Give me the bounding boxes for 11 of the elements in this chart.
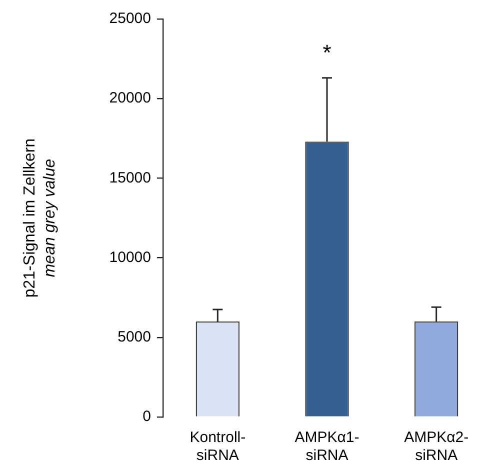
y-tick-label: 25000 xyxy=(109,10,151,28)
x-tick-label: AMPKα2-siRNA xyxy=(404,429,469,464)
x-tick-label: Kontroll-siRNA xyxy=(190,429,246,464)
y-tick-label: 0 xyxy=(142,408,151,426)
y-tick-label: 5000 xyxy=(118,328,151,346)
y-tick-label: 20000 xyxy=(109,90,151,107)
y-tick-label: 15000 xyxy=(109,169,151,186)
x-tick-label: AMPKα1-siRNA xyxy=(294,429,360,464)
y-axis-title: p21-Signal im Zellkern mean grey value xyxy=(21,138,58,298)
y-tick-label: 10000 xyxy=(109,248,151,266)
annotation: * xyxy=(322,40,332,65)
